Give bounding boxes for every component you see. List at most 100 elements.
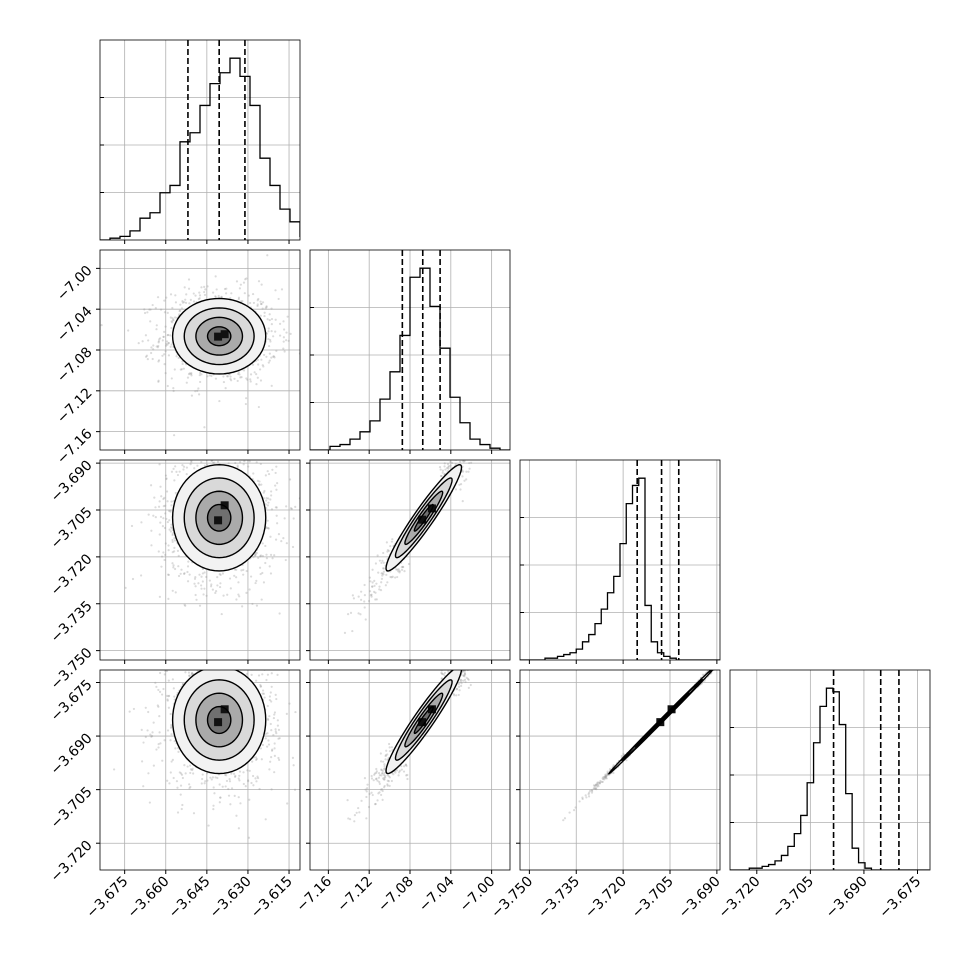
sample-point xyxy=(192,772,195,775)
sample-point xyxy=(383,768,386,771)
sample-point xyxy=(602,775,605,779)
sample-point xyxy=(375,767,378,771)
sample-point xyxy=(172,776,175,780)
sample-point xyxy=(440,474,443,478)
sample-point xyxy=(446,666,448,668)
sample-point xyxy=(585,796,588,799)
sample-point xyxy=(181,456,183,458)
sample-point xyxy=(273,713,276,716)
sample-point xyxy=(462,674,465,678)
sample-point xyxy=(246,457,248,459)
sample-point xyxy=(163,739,166,742)
sample-point xyxy=(142,785,145,788)
density-peak xyxy=(214,330,229,341)
sample-point xyxy=(157,746,160,749)
sample-point xyxy=(248,460,251,463)
sample-point xyxy=(190,460,193,464)
hist-panel-2 xyxy=(519,459,721,664)
sample-point xyxy=(381,559,384,562)
sample-point xyxy=(214,275,217,278)
sample-point xyxy=(167,342,170,345)
sample-point xyxy=(187,287,191,290)
sample-point xyxy=(370,595,373,598)
sample-point xyxy=(172,434,176,437)
sample-point xyxy=(192,292,195,295)
sample-point xyxy=(255,373,258,376)
sample-point xyxy=(206,779,209,782)
sample-point xyxy=(304,700,306,702)
sample-point xyxy=(166,699,169,702)
sample-point xyxy=(174,294,177,297)
sample-point xyxy=(189,372,193,376)
sample-point xyxy=(767,611,769,613)
sample-point xyxy=(242,782,245,786)
sample-point xyxy=(440,677,443,680)
sample-point xyxy=(242,463,245,466)
sample-point xyxy=(581,797,584,801)
sample-point xyxy=(166,311,169,315)
sample-point xyxy=(291,756,295,759)
sample-point xyxy=(372,779,375,782)
sample-point xyxy=(185,466,189,469)
sample-point xyxy=(605,775,608,778)
sample-point xyxy=(402,565,405,569)
sample-point xyxy=(211,291,215,294)
sample-point xyxy=(190,394,194,397)
sample-point xyxy=(206,772,209,775)
sample-point xyxy=(152,348,155,351)
sample-point xyxy=(274,538,278,541)
sample-point xyxy=(240,569,243,572)
sample-point xyxy=(236,379,239,383)
sample-point xyxy=(148,801,151,804)
x-tick-label: −3.675 xyxy=(84,874,132,922)
sample-point xyxy=(239,283,242,286)
sample-point xyxy=(267,497,270,500)
sample-point xyxy=(238,779,241,782)
sample-point xyxy=(205,594,208,597)
sample-point xyxy=(187,373,191,376)
sample-point xyxy=(714,665,716,667)
sample-point xyxy=(467,678,470,681)
sample-point xyxy=(229,587,232,590)
sample-point xyxy=(751,633,753,635)
contour-line xyxy=(385,670,463,775)
sample-point xyxy=(360,799,363,802)
sample-point xyxy=(276,522,279,525)
sample-point xyxy=(182,367,185,370)
sample-point xyxy=(165,694,169,698)
sample-point xyxy=(236,464,239,467)
sample-point xyxy=(591,789,594,793)
sample-point xyxy=(279,334,282,337)
sample-point xyxy=(386,549,389,552)
sample-point xyxy=(270,330,273,333)
y-tick-label: −3.705 xyxy=(48,784,96,832)
sample-point xyxy=(451,454,453,456)
sample-point xyxy=(159,515,163,518)
sample-point xyxy=(180,368,183,371)
density-peak xyxy=(214,705,229,727)
sample-point xyxy=(198,297,201,300)
sample-point xyxy=(397,771,401,774)
sample-point xyxy=(158,463,161,466)
sample-point xyxy=(259,314,262,317)
sample-point xyxy=(380,768,383,772)
sample-point xyxy=(386,581,389,584)
panel-frame xyxy=(99,459,301,661)
sample-point xyxy=(731,649,733,651)
sample-point xyxy=(721,658,723,660)
sample-point xyxy=(174,316,177,319)
sample-point xyxy=(468,453,470,455)
sample-point xyxy=(167,549,170,552)
y-tick-label: −7.08 xyxy=(54,344,96,386)
sample-point xyxy=(260,302,263,306)
sample-point xyxy=(201,777,204,781)
sample-point xyxy=(277,533,281,536)
sample-point xyxy=(458,665,460,667)
sample-point xyxy=(397,570,400,573)
sample-point xyxy=(210,583,213,586)
sample-point xyxy=(100,323,103,327)
sample-point xyxy=(181,299,184,303)
sample-point xyxy=(584,794,587,797)
sample-point xyxy=(388,776,391,779)
contour-line xyxy=(183,477,255,559)
